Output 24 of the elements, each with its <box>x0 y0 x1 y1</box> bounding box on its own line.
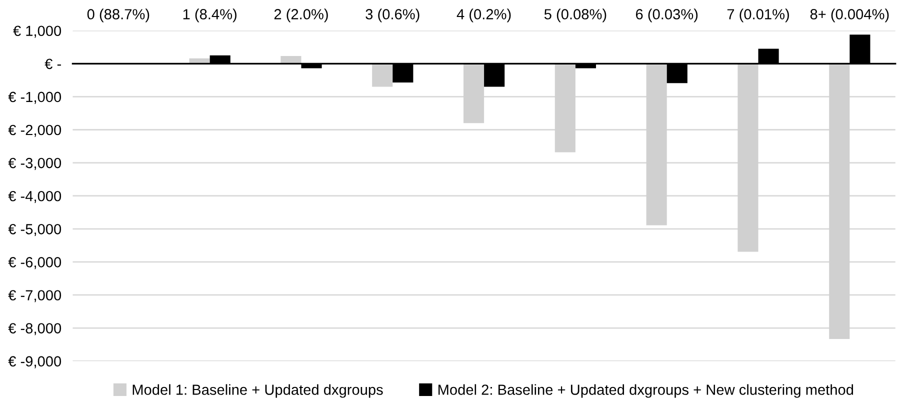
x-tick-label: 0 (88.7%) <box>87 8 150 22</box>
x-tick-label: 2 (2.0%) <box>274 8 328 22</box>
x-tick-label: 8+ (0.004%) <box>810 8 889 22</box>
y-tick-label: € 1,000 <box>13 26 62 38</box>
y-tick-label: € -8,000 <box>8 323 62 336</box>
x-tick-label: 6 (0.03%) <box>636 8 698 22</box>
legend-label: Model 2: Baseline + Updated dxgroups + New clustering method <box>438 384 854 398</box>
x-tick-label: 4 (0.2%) <box>456 8 511 22</box>
y-tick-label: € - <box>44 58 61 70</box>
x-tick-label: 7 (0.01%) <box>727 8 789 22</box>
y-tick-label: € -5,000 <box>8 224 62 236</box>
y-tick-label: € -7,000 <box>8 290 62 302</box>
x-tick-label: 3 (0.6%) <box>366 8 420 22</box>
y-tick-label: € -2,000 <box>8 124 62 137</box>
legend-label: Model 1: Baseline + Updated dxgroups <box>132 384 383 398</box>
y-tick-label: € -1,000 <box>8 92 62 104</box>
bar <box>372 64 393 87</box>
y-tick-label: € -4,000 <box>8 190 62 203</box>
y-tick-label: € -9,000 <box>8 356 62 368</box>
x-tick-label: 5 (0.08%) <box>544 8 606 22</box>
y-tick-label: € -3,000 <box>8 158 62 170</box>
y-tick-label: € -6,000 <box>8 257 62 270</box>
bar <box>280 56 302 64</box>
x-tick-label: 1 (8.4%) <box>183 8 236 22</box>
